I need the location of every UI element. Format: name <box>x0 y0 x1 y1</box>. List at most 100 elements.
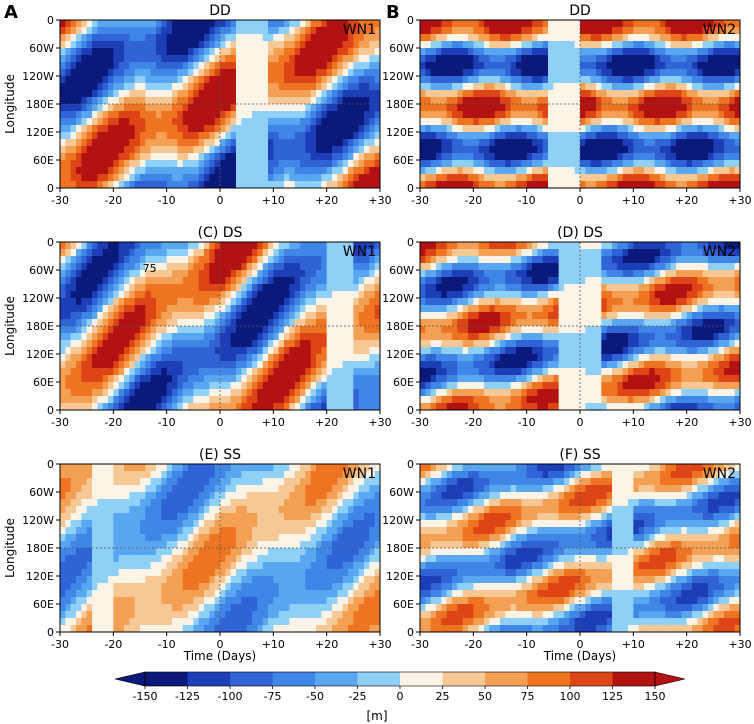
heatmap-cell <box>553 34 560 42</box>
heatmap-cell <box>113 403 120 410</box>
heatmap-cell <box>622 118 629 126</box>
heatmap-cell <box>574 27 581 35</box>
heatmap-cell <box>268 41 274 49</box>
heatmap-cell <box>532 284 538 292</box>
heatmap-cell <box>430 104 437 112</box>
heatmap-cell <box>236 298 242 306</box>
heatmap-cell <box>241 340 248 348</box>
heatmap-cell <box>353 242 360 250</box>
heatmap-cell <box>225 326 232 334</box>
heatmap-cell <box>182 368 189 376</box>
heatmap-cell <box>86 174 93 182</box>
heatmap-cell <box>681 20 688 28</box>
heatmap-cell <box>729 69 736 77</box>
heatmap-cell <box>188 270 194 278</box>
heatmap-cell <box>273 174 280 182</box>
heatmap-cell <box>441 242 448 250</box>
heatmap-cell <box>590 41 597 49</box>
heatmap-cell <box>478 347 485 355</box>
heatmap-cell <box>358 69 365 77</box>
heatmap-cell <box>305 256 312 264</box>
heatmap-cell <box>441 389 448 397</box>
heatmap-cell <box>214 291 221 299</box>
heatmap-cell <box>473 396 480 404</box>
heatmap-cell <box>310 242 317 250</box>
heatmap-cell <box>585 118 592 126</box>
heatmap-cell <box>553 132 560 140</box>
heatmap-cell <box>574 62 581 70</box>
heatmap-cell <box>140 76 146 84</box>
heatmap-cell <box>97 389 104 397</box>
heatmap-cell <box>644 153 650 161</box>
heatmap-cell <box>246 153 253 161</box>
heatmap-cell <box>209 361 216 369</box>
heatmap-cell <box>644 27 650 35</box>
heatmap-cell <box>97 242 104 250</box>
heatmap-cell <box>124 368 130 376</box>
heatmap-cell <box>81 277 88 285</box>
heatmap-cell <box>622 27 629 35</box>
heatmap-cell <box>140 396 146 404</box>
heatmap-cell <box>129 319 136 327</box>
heatmap-cell <box>134 354 141 362</box>
heatmap-cell <box>300 270 306 278</box>
heatmap-cell <box>484 167 490 175</box>
heatmap-cell <box>86 118 93 126</box>
heatmap-cell <box>236 389 242 397</box>
heatmap-cell <box>542 27 549 35</box>
heatmap-cell <box>548 62 554 70</box>
heatmap-cell <box>441 333 448 341</box>
heatmap-cell <box>225 160 232 168</box>
heatmap-cell <box>294 69 301 77</box>
heatmap-cell <box>580 62 586 70</box>
heatmap-cell <box>241 284 248 292</box>
heatmap-cell <box>70 396 77 404</box>
heatmap-cell <box>81 354 88 362</box>
heatmap-cell <box>686 181 693 188</box>
heatmap-cell <box>638 146 645 154</box>
heatmap-cell <box>369 291 376 299</box>
heatmap-cell <box>374 305 380 313</box>
heatmap-cell <box>81 55 88 63</box>
heatmap-cell <box>177 34 184 42</box>
heatmap-cell <box>60 27 66 35</box>
heatmap-cell <box>262 298 269 306</box>
heatmap-cell <box>273 270 280 278</box>
heatmap-cell <box>204 146 210 154</box>
heatmap-cell <box>425 41 432 49</box>
heatmap-cell <box>161 270 168 278</box>
heatmap-cell <box>446 125 453 133</box>
heatmap-cell <box>724 146 730 154</box>
heatmap-cell <box>150 263 157 271</box>
heatmap-cell <box>193 368 200 376</box>
heatmap-cell <box>478 382 485 390</box>
heatmap-cell <box>86 111 93 119</box>
heatmap-cell <box>198 291 205 299</box>
heatmap-cell <box>188 340 194 348</box>
heatmap-cell <box>150 55 157 63</box>
heatmap-cell <box>76 256 82 264</box>
heatmap-cell <box>60 361 66 369</box>
heatmap-cell <box>326 132 333 140</box>
heatmap-cell <box>246 167 253 175</box>
heatmap-cell <box>284 312 290 320</box>
heatmap-cell <box>161 312 168 320</box>
heatmap-cell <box>374 20 380 28</box>
heatmap-cell <box>129 20 136 28</box>
heatmap-cell <box>225 270 232 278</box>
y-tick-label: 180E <box>26 98 54 111</box>
heatmap-cell <box>452 104 458 112</box>
heatmap-cell <box>81 389 88 397</box>
heatmap-cell <box>246 34 253 42</box>
heatmap-cell <box>220 277 226 285</box>
y-axis-label: Longitude <box>3 296 17 356</box>
heatmap-cell <box>633 132 640 140</box>
heatmap-cell <box>665 62 672 70</box>
heatmap-cell <box>374 174 380 182</box>
heatmap-cell <box>220 111 226 119</box>
heatmap-cell <box>273 27 280 35</box>
heatmap-cell <box>332 291 338 299</box>
heatmap-cell <box>713 153 720 161</box>
heatmap-cell <box>182 34 189 42</box>
heatmap-cell <box>622 153 629 161</box>
